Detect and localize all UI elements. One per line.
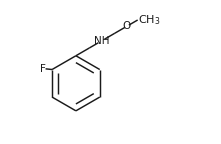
Text: CH$_3$: CH$_3$ — [138, 13, 161, 26]
Text: O: O — [123, 21, 131, 31]
Text: NH: NH — [94, 36, 109, 46]
Text: F: F — [40, 64, 45, 74]
